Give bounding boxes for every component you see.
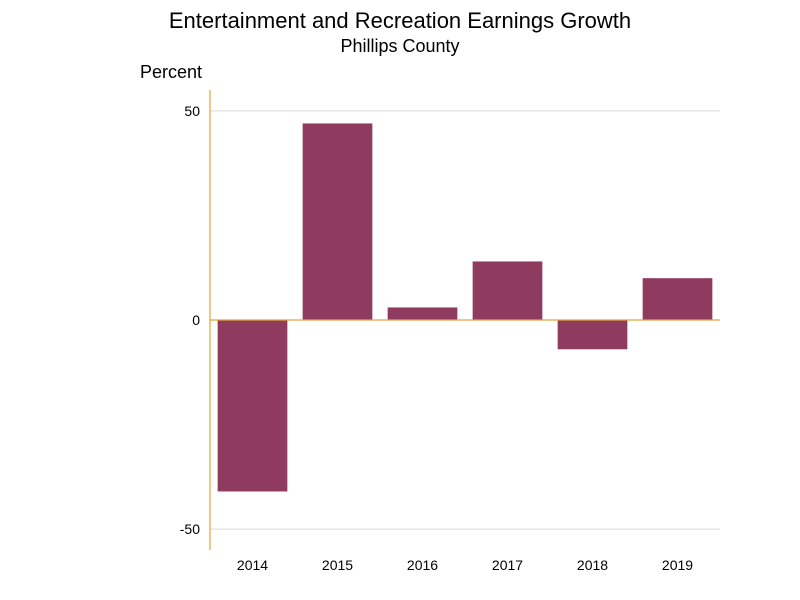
y-tick-label: 50 [184,103,200,119]
x-tick-label: 2019 [662,557,693,573]
x-tick-label: 2018 [577,557,608,573]
x-tick-label: 2015 [322,557,353,573]
y-tick-label: 0 [192,312,200,328]
chart-svg: -50 0 50 2014 2015 2016 2017 2018 2019 [0,0,800,600]
bar [643,278,713,320]
x-tick-label: 2017 [492,557,523,573]
bar [388,307,458,320]
x-tick-label: 2014 [237,557,268,573]
bar [558,320,628,349]
x-tick-label: 2016 [407,557,438,573]
chart-container: Entertainment and Recreation Earnings Gr… [0,0,800,600]
bar [303,123,373,320]
y-tick-label: -50 [180,521,200,537]
bar [473,261,543,320]
bar [218,320,288,491]
